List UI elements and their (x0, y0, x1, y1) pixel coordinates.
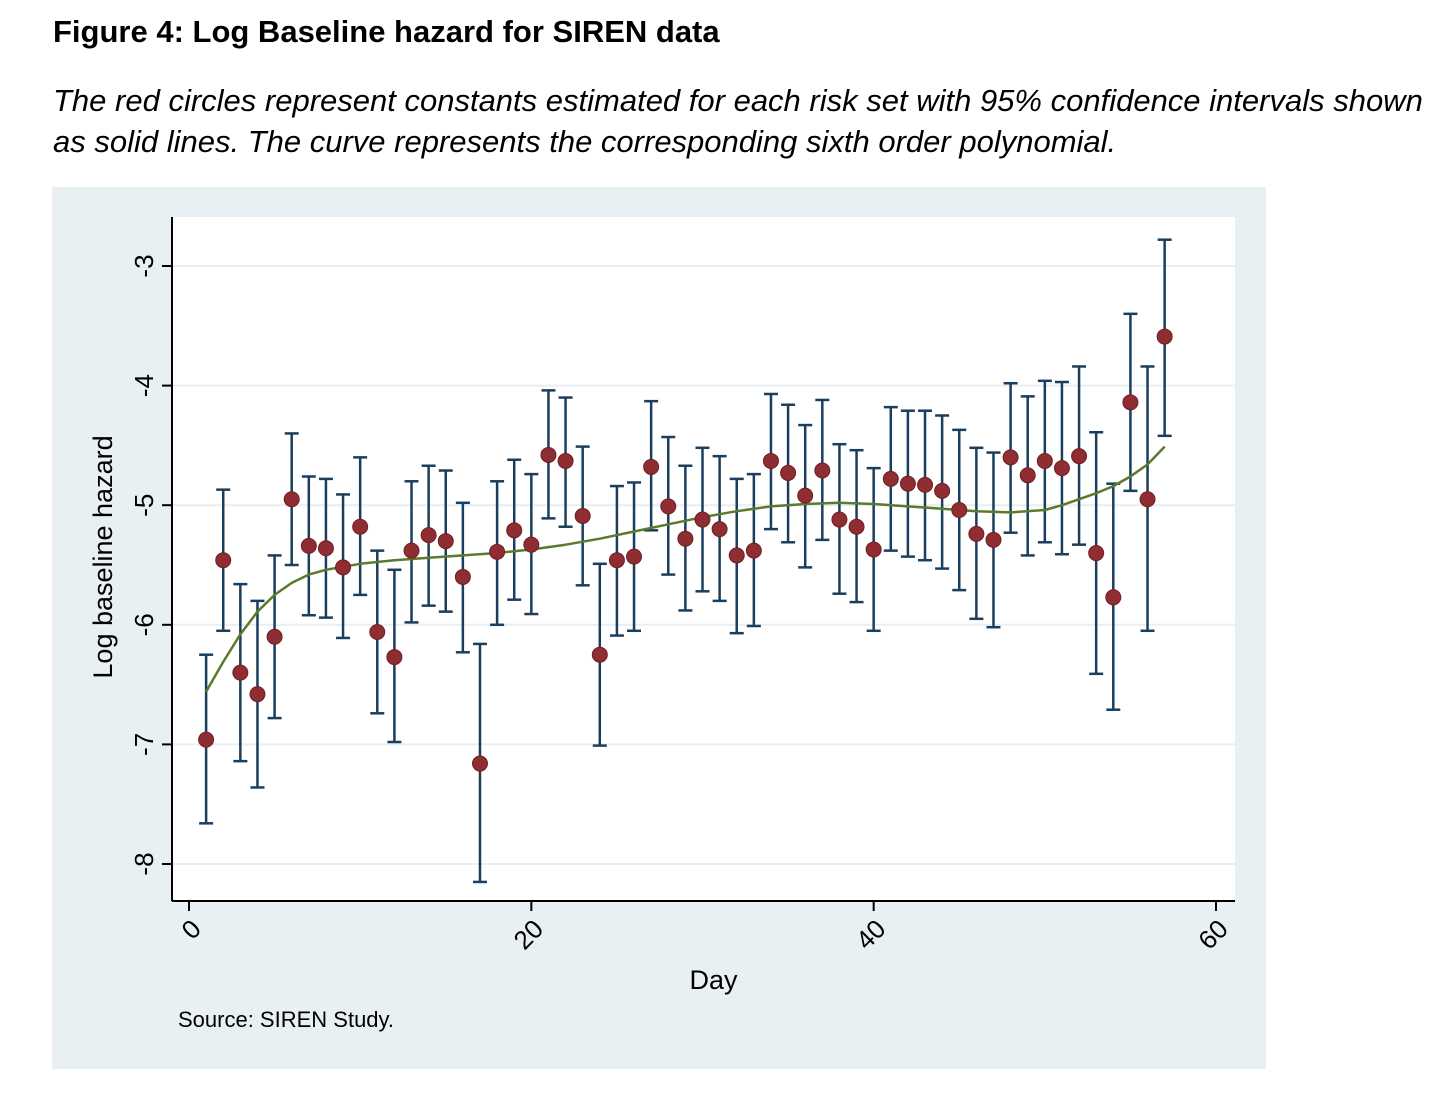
point-estimate (848, 518, 865, 535)
point-estimate (489, 543, 506, 560)
point-estimate (249, 686, 266, 703)
point-estimate (831, 511, 848, 528)
point-estimate (934, 482, 951, 499)
point-estimate (386, 649, 403, 666)
point-estimate (677, 530, 694, 547)
point-estimate (882, 470, 899, 487)
point-estimate (626, 548, 643, 565)
point-estimate (694, 511, 711, 528)
y-tick-label: -8 (129, 852, 159, 875)
point-estimate (300, 537, 317, 554)
point-estimate (471, 755, 488, 772)
x-tick-labels: 0 20 40 60 (175, 914, 1233, 956)
point-estimate (660, 498, 677, 515)
point-estimate (1156, 328, 1173, 345)
point-estimate (574, 507, 591, 524)
chart-panel: -3 -4 -5 -6 -7 -8 0 20 40 60 Day Log baseline ha… (52, 187, 1266, 1069)
figure-caption: The red circles represent constants esti… (53, 83, 1423, 159)
x-tick-label: 0 (175, 914, 206, 945)
point-estimate (745, 542, 762, 559)
point-estimate (1036, 452, 1053, 469)
polynomial-curve (205, 445, 1166, 693)
point-estimate (1088, 545, 1105, 562)
x-tick-label: 40 (850, 914, 892, 956)
point-estimate (1105, 589, 1122, 606)
point-estimate (1139, 491, 1156, 508)
point-estimate (403, 542, 420, 559)
point-estimate (454, 568, 471, 585)
figure-title: Figure 4: Log Baseline hazard for SIREN … (53, 14, 720, 49)
point-estimate (283, 491, 300, 508)
y-axis-title: Log baseline hazard (88, 435, 118, 678)
point-estimates (198, 328, 1173, 772)
polynomial-fit (205, 445, 1166, 693)
point-estimate (899, 475, 916, 492)
point-estimate (523, 536, 540, 553)
point-estimate (352, 518, 369, 535)
y-tick-labels: -3 -4 -5 -6 -7 -8 (129, 254, 159, 875)
point-estimate (711, 521, 728, 538)
y-tick-label: -3 (129, 254, 159, 277)
point-estimate (591, 646, 608, 663)
y-tick-label: -7 (129, 733, 159, 756)
point-estimate (762, 452, 779, 469)
x-tick-label: 60 (1192, 914, 1234, 956)
y-tick-label: -5 (129, 494, 159, 517)
point-estimate (728, 547, 745, 564)
point-estimate (266, 628, 283, 645)
source-note: Source: SIREN Study. (178, 1007, 395, 1032)
point-estimate (437, 533, 454, 550)
point-estimate (506, 522, 523, 539)
point-estimate (814, 462, 831, 479)
point-estimate (335, 559, 352, 576)
point-estimate (1122, 394, 1139, 411)
point-estimate (232, 664, 249, 681)
point-estimate (1053, 460, 1070, 477)
point-estimate (317, 540, 334, 557)
axes (162, 217, 1235, 911)
y-tick-label: -4 (129, 374, 159, 397)
point-estimate (917, 476, 934, 493)
point-estimate (1071, 448, 1088, 465)
point-estimate (951, 501, 968, 518)
point-estimate (643, 458, 660, 475)
point-estimate (797, 487, 814, 504)
point-estimate (540, 446, 557, 463)
point-estimate (865, 541, 882, 558)
point-estimate (1002, 449, 1019, 466)
point-estimate (1019, 467, 1036, 484)
point-estimate (557, 452, 574, 469)
point-estimate (198, 731, 215, 748)
point-estimate (985, 531, 1002, 548)
point-estimate (369, 623, 386, 640)
y-tick-label: -6 (129, 613, 159, 636)
x-axis-title: Day (689, 965, 738, 995)
x-tick-label: 20 (507, 914, 549, 956)
point-estimate (215, 552, 232, 569)
point-estimate (780, 464, 797, 481)
point-estimate (420, 527, 437, 544)
point-estimate (608, 552, 625, 569)
point-estimate (968, 525, 985, 542)
chart-svg: -3 -4 -5 -6 -7 -8 0 20 40 60 Day Log baseline ha… (88, 217, 1235, 995)
